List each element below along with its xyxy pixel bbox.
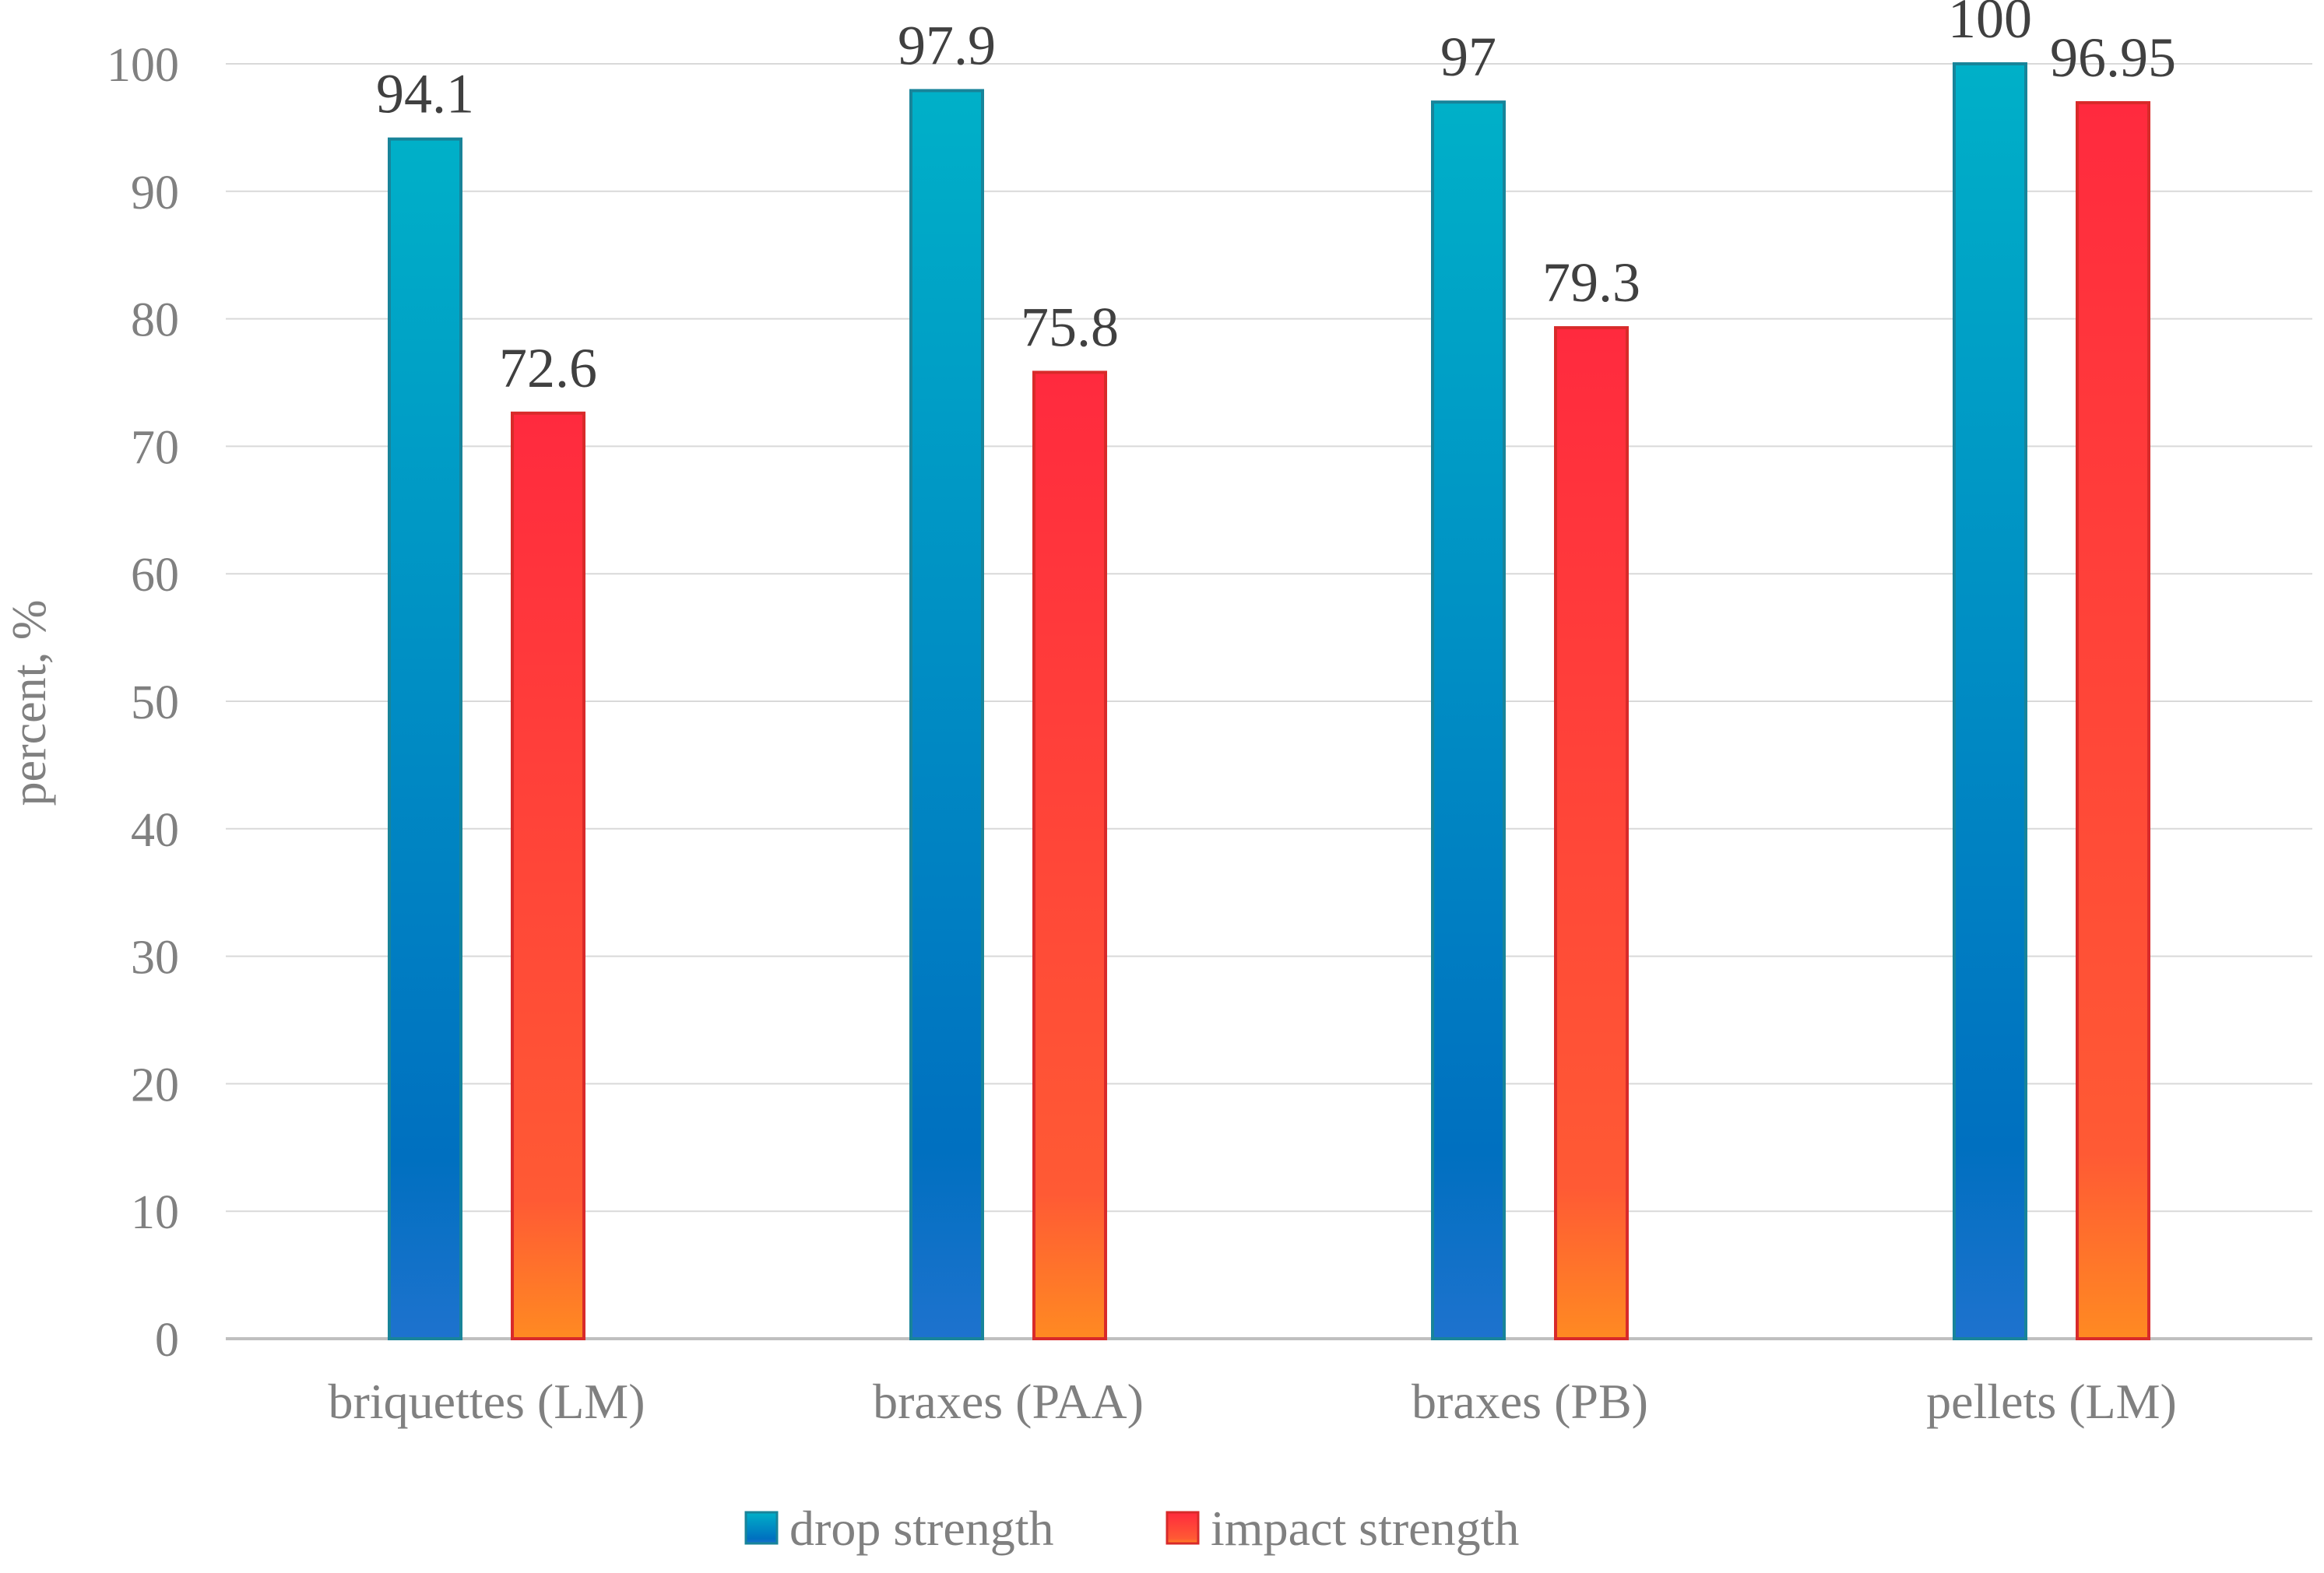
- bar-drop-strength-2: [1431, 100, 1506, 1340]
- data-label: 97: [1440, 26, 1496, 88]
- bar-impact-strength-2: [1554, 326, 1629, 1340]
- legend-swatch-drop-strength: [744, 1511, 779, 1545]
- bars: [388, 62, 2150, 1341]
- y-tick-label: 0: [155, 1314, 179, 1367]
- y-tick-label: 60: [131, 549, 179, 602]
- legend-swatch-impact-strength: [1166, 1511, 1200, 1545]
- data-label: 96.95: [2050, 26, 2176, 89]
- bar-drop-strength-0: [388, 137, 462, 1341]
- bar-drop-strength-1: [909, 89, 984, 1341]
- legend-label-drop-strength: drop strength: [789, 1501, 1054, 1556]
- bar-impact-strength-3: [2076, 100, 2150, 1341]
- bar-impact-strength-1: [1032, 370, 1107, 1340]
- data-label: 75.8: [1021, 296, 1119, 358]
- legend: drop strength impact strength: [744, 1501, 1519, 1556]
- data-label: 79.3: [1542, 251, 1640, 314]
- y-tick-label: 80: [131, 294, 179, 347]
- y-tick-label: 70: [131, 421, 179, 474]
- x-category-label: braxes (PAA): [873, 1374, 1144, 1429]
- bar-drop-strength-3: [1953, 62, 2027, 1340]
- y-tick-label: 10: [131, 1186, 179, 1239]
- x-category-label: pellets (LM): [1926, 1374, 2177, 1429]
- legend-label-impact-strength: impact strength: [1211, 1501, 1519, 1556]
- data-label: 94.1: [376, 63, 474, 125]
- y-tick-label: 100: [107, 39, 179, 92]
- data-label: 72.6: [499, 337, 597, 399]
- y-tick-label: 90: [131, 167, 179, 219]
- legend-item-drop-strength: drop strength: [744, 1501, 1054, 1556]
- bar-impact-strength-0: [511, 411, 585, 1340]
- y-axis-title: percent, %: [3, 599, 56, 806]
- x-category-label: braxes (PB): [1412, 1374, 1648, 1429]
- tick-labels: 0 10 20 30 40 50 60 70 80 90 100 briquettes (LM) bra…: [107, 39, 2177, 1429]
- legend-item-impact-strength: impact strength: [1166, 1501, 1519, 1556]
- data-label: 100: [1948, 0, 2032, 50]
- y-tick-label: 30: [131, 932, 179, 985]
- data-labels: 94.1 72.6 97.9 75.8 97 79.3 100 96.95: [376, 0, 2176, 399]
- y-tick-label: 40: [131, 804, 179, 857]
- x-category-label: briquettes (LM): [329, 1374, 645, 1429]
- y-tick-label: 50: [131, 676, 179, 729]
- y-tick-label: 20: [131, 1059, 179, 1111]
- data-label: 97.9: [898, 14, 996, 76]
